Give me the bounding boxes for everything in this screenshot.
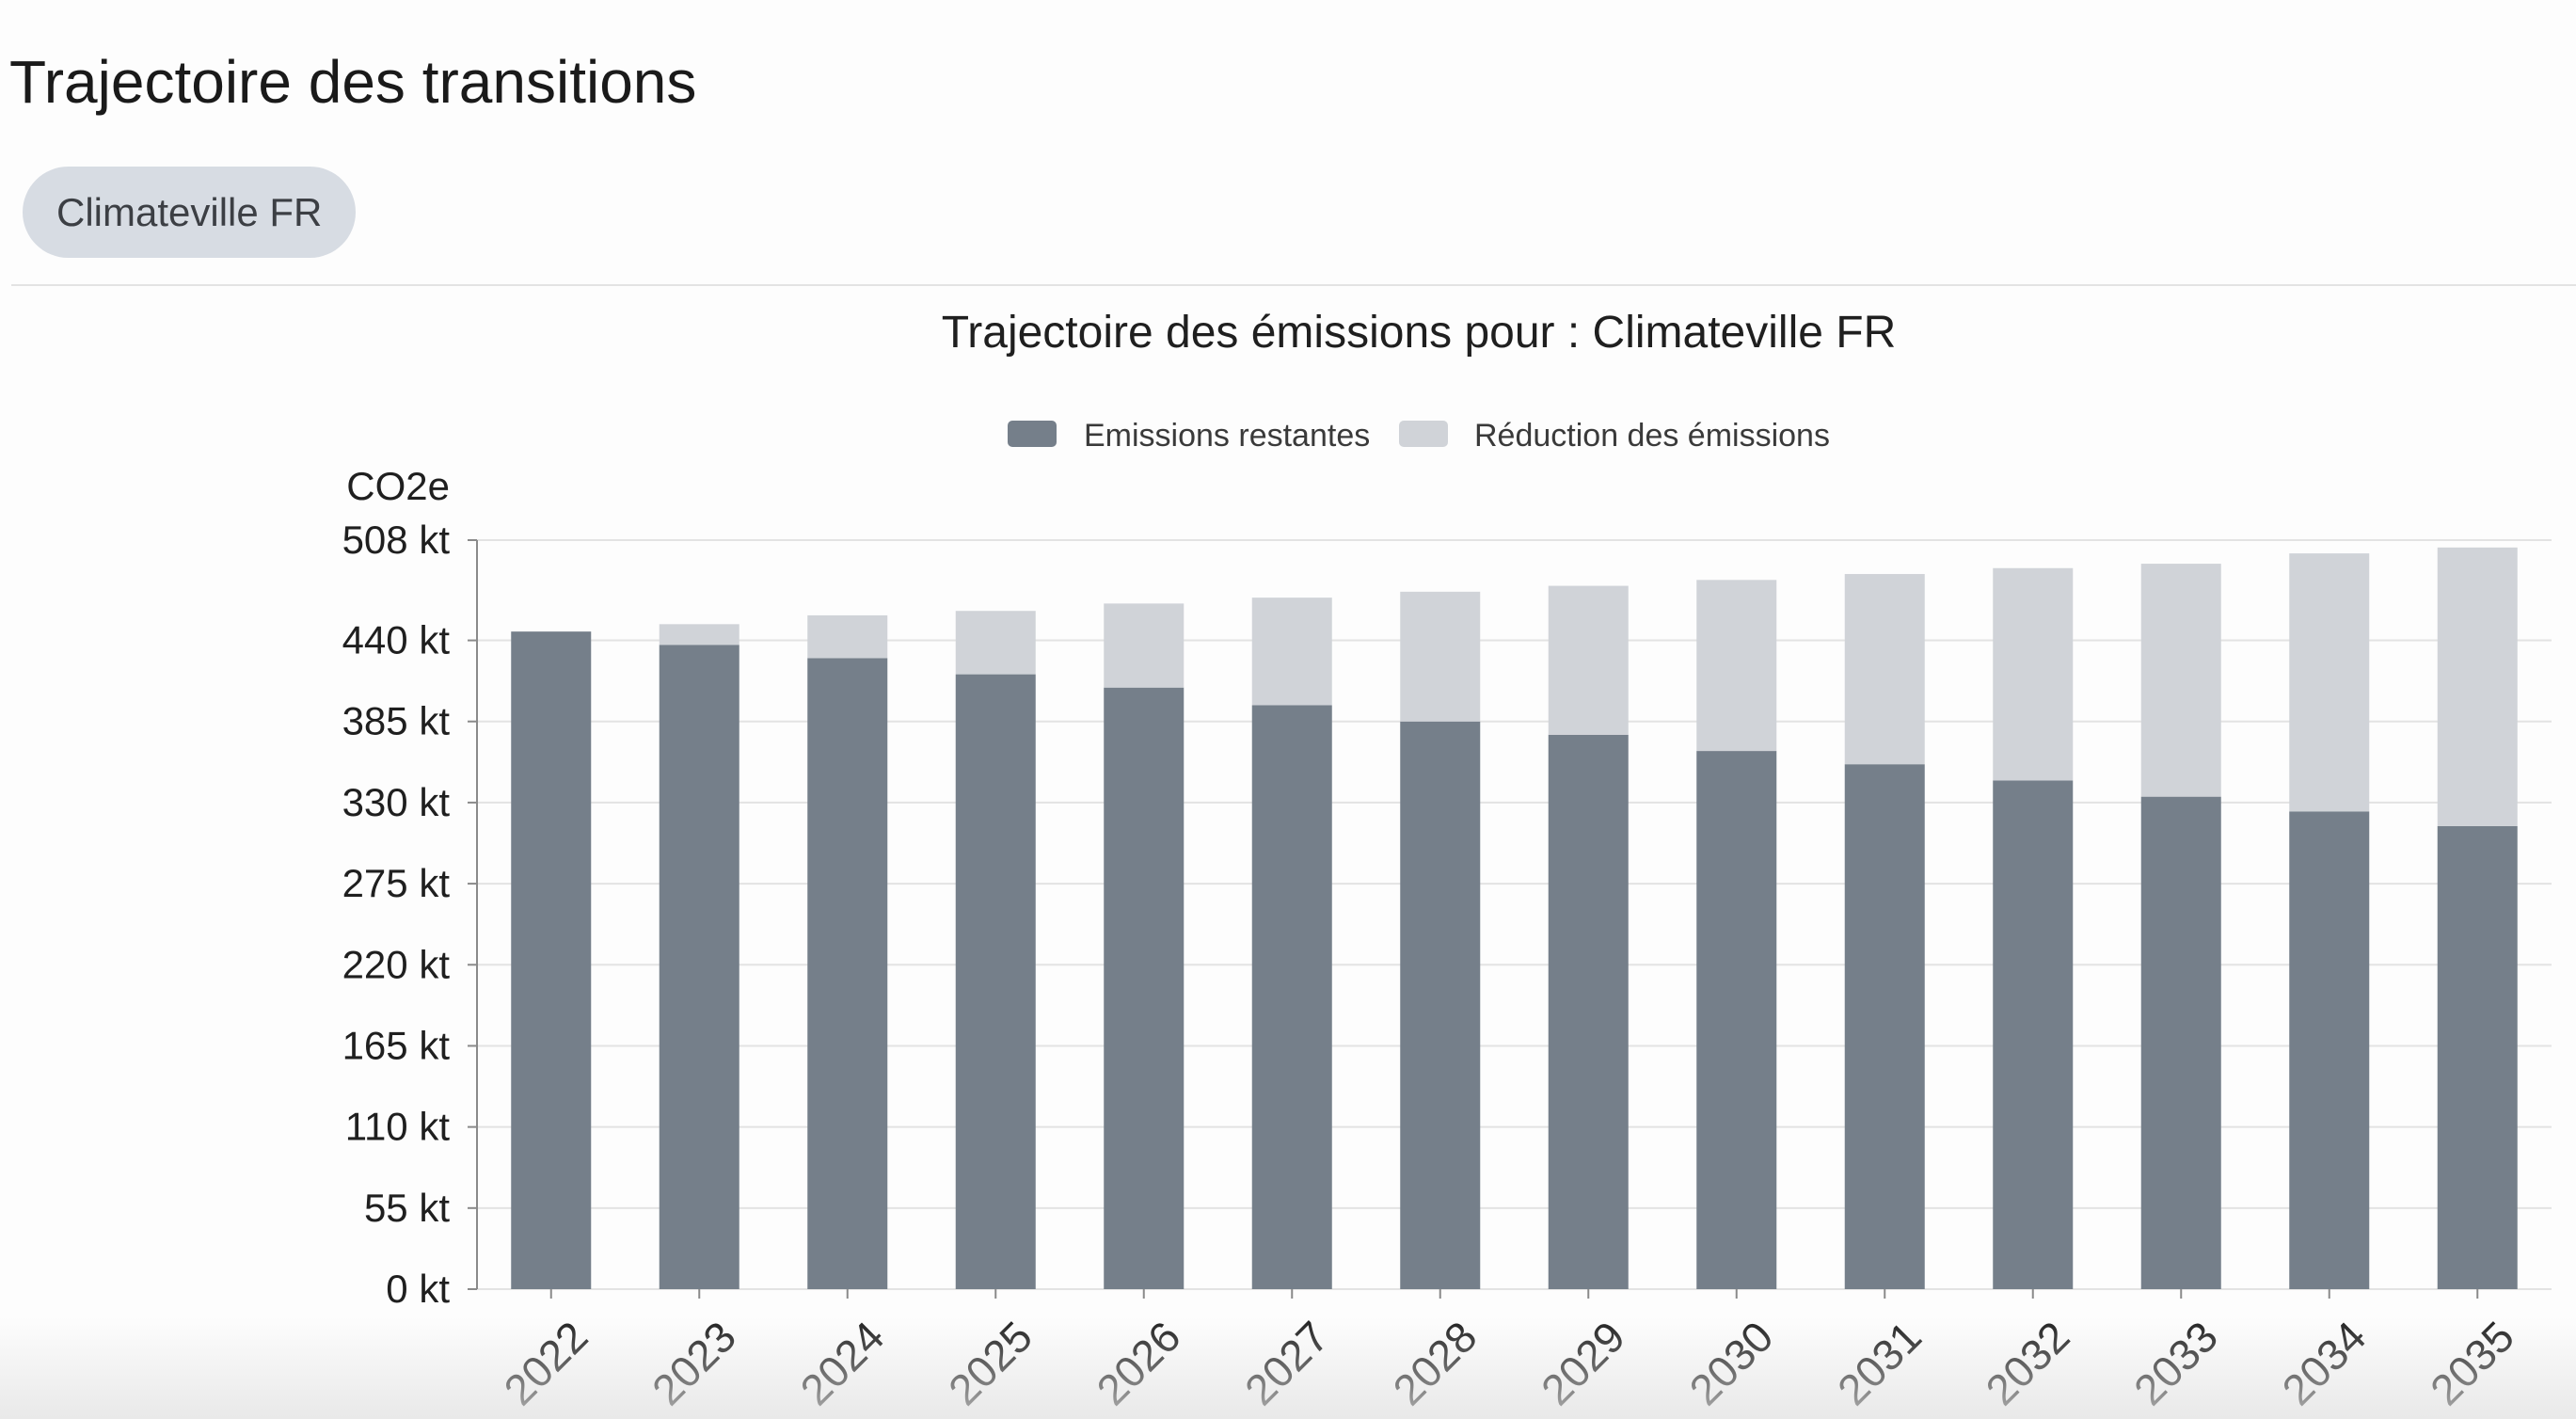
x-tick-label: 2034 <box>2272 1312 2375 1414</box>
y-axis-label: CO2e <box>346 464 450 508</box>
bar-emissions-restantes[interactable] <box>1844 764 1925 1289</box>
y-tick-label: 110 kt <box>345 1105 451 1149</box>
bar-emissions-restantes[interactable] <box>2289 811 2370 1289</box>
y-tick-label: 330 kt <box>342 780 451 824</box>
y-tick-label: 385 kt <box>342 699 451 743</box>
bar-reduction-emissions[interactable] <box>2289 553 2370 812</box>
bar-reduction-emissions[interactable] <box>955 611 1036 675</box>
x-tick-label: 2023 <box>643 1312 745 1414</box>
legend-label: Emissions restantes <box>1084 418 1370 454</box>
legend-item-emissions-restantes[interactable]: Emissions restantes <box>1008 418 1370 454</box>
y-tick-label: 508 kt <box>342 518 451 562</box>
x-tick-label: 2032 <box>1976 1312 2078 1414</box>
bar-emissions-restantes[interactable] <box>1104 687 1185 1289</box>
bar-emissions-restantes[interactable] <box>511 631 592 1289</box>
bar-reduction-emissions[interactable] <box>659 624 739 646</box>
bar-emissions-restantes[interactable] <box>1400 721 1481 1289</box>
bar-emissions-restantes[interactable] <box>1993 780 2074 1289</box>
x-tick-label: 2029 <box>1532 1312 1634 1414</box>
x-tick-label: 2035 <box>2421 1312 2523 1414</box>
bar-emissions-restantes[interactable] <box>659 645 739 1289</box>
y-axis-ticks: 0 kt 55 kt 110 kt 165 kt 220 kt 275 kt 330 kt 3… <box>342 518 477 1311</box>
bar-reduction-emissions[interactable] <box>1400 591 1481 722</box>
chart-bars <box>511 547 2518 1289</box>
chart-gridlines <box>477 539 2552 1290</box>
legend-label: Réduction des émissions <box>1474 418 1830 454</box>
y-tick-label: 220 kt <box>342 942 451 986</box>
y-tick-label: 275 kt <box>342 861 451 905</box>
bar-reduction-emissions[interactable] <box>1696 580 1777 752</box>
x-tick-label: 2033 <box>2124 1312 2227 1414</box>
x-tick-label: 2026 <box>1087 1312 1189 1414</box>
bar-reduction-emissions[interactable] <box>1548 585 1629 735</box>
x-axis-ticks: 2022 2023 2024 2025 2026 2027 2028 2029 2030 2031… <box>494 1289 2523 1414</box>
bar-reduction-emissions[interactable] <box>1844 574 1925 765</box>
bar-reduction-emissions[interactable] <box>1251 598 1332 706</box>
bar-reduction-emissions[interactable] <box>2437 547 2518 826</box>
bar-reduction-emissions[interactable] <box>1993 567 2074 781</box>
bar-reduction-emissions[interactable] <box>1104 603 1185 688</box>
x-tick-label: 2030 <box>1679 1312 1782 1414</box>
legend-swatch <box>1008 421 1057 447</box>
chart-title: Trajectoire des émissions pour : Climate… <box>942 308 1897 358</box>
bar-reduction-emissions[interactable] <box>2140 564 2221 797</box>
territory-filter-chip[interactable]: Climateville FR <box>23 167 357 258</box>
bar-emissions-restantes[interactable] <box>807 658 888 1289</box>
y-tick-label: 440 kt <box>342 618 451 662</box>
bar-emissions-restantes[interactable] <box>2140 796 2221 1289</box>
x-tick-label: 2028 <box>1383 1312 1486 1414</box>
bar-emissions-restantes[interactable] <box>2437 825 2518 1289</box>
y-tick-label: 0 kt <box>386 1267 450 1311</box>
y-tick-label: 55 kt <box>364 1186 450 1230</box>
page-title: Trajectoire des transitions <box>9 47 697 116</box>
legend-item-reduction-emissions[interactable]: Réduction des émissions <box>1399 418 1830 454</box>
x-tick-label: 2024 <box>790 1312 893 1414</box>
x-tick-label: 2025 <box>939 1312 1042 1414</box>
bar-emissions-restantes[interactable] <box>955 674 1036 1289</box>
bar-emissions-restantes[interactable] <box>1251 705 1332 1289</box>
bar-reduction-emissions[interactable] <box>807 614 888 659</box>
x-tick-label: 2031 <box>1828 1312 1931 1414</box>
section-divider <box>11 284 2576 286</box>
bar-emissions-restantes[interactable] <box>1548 734 1629 1289</box>
x-tick-label: 2027 <box>1235 1312 1338 1414</box>
legend-swatch <box>1399 421 1448 447</box>
bar-emissions-restantes[interactable] <box>1696 751 1777 1289</box>
y-tick-label: 165 kt <box>342 1023 451 1067</box>
chart-legend: Emissions restantes Réduction des émissio… <box>1008 418 1830 454</box>
x-tick-label: 2022 <box>494 1312 596 1414</box>
